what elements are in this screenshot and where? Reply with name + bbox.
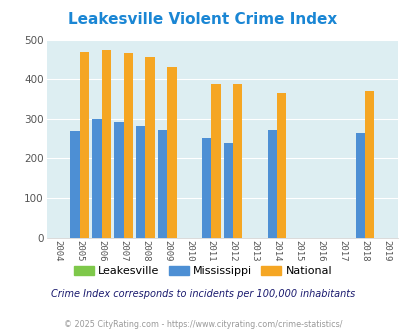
Bar [233, 84, 242, 238]
Bar [267, 130, 277, 238]
Text: Crime Index corresponds to incidents per 100,000 inhabitants: Crime Index corresponds to incidents per… [51, 289, 354, 299]
Bar [101, 50, 111, 238]
Legend: Leakesville, Mississippi, National: Leakesville, Mississippi, National [69, 261, 336, 280]
Bar [167, 67, 176, 238]
Bar [364, 91, 373, 238]
Bar [145, 57, 154, 238]
Bar [70, 131, 79, 238]
Bar [211, 84, 220, 238]
Bar [158, 130, 167, 238]
Bar [277, 93, 286, 238]
Text: Leakesville Violent Crime Index: Leakesville Violent Crime Index [68, 12, 337, 26]
Bar [224, 143, 233, 238]
Bar [123, 53, 132, 238]
Bar [79, 52, 89, 238]
Text: © 2025 CityRating.com - https://www.cityrating.com/crime-statistics/: © 2025 CityRating.com - https://www.city… [64, 320, 341, 329]
Bar [355, 133, 364, 238]
Bar [114, 122, 123, 238]
Bar [136, 126, 145, 238]
Bar [92, 119, 101, 238]
Bar [202, 138, 211, 238]
